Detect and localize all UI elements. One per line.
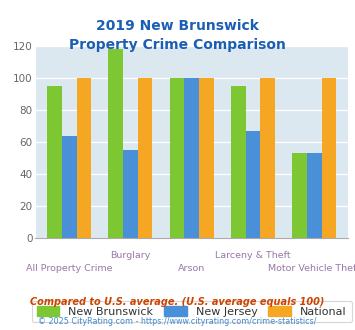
Bar (199, 78, 214, 238)
Text: Compared to U.S. average. (U.S. average equals 100): Compared to U.S. average. (U.S. average … (30, 297, 325, 307)
Bar (260, 78, 275, 238)
Text: Arson: Arson (178, 264, 205, 273)
Bar (123, 150, 138, 238)
Bar (292, 153, 307, 238)
Bar (47, 86, 62, 238)
Legend: New Brunswick, New Jersey, National: New Brunswick, New Jersey, National (32, 301, 352, 322)
Text: Motor Vehicle Theft: Motor Vehicle Theft (268, 264, 355, 273)
Bar (108, 50, 123, 238)
Text: All Property Crime: All Property Crime (26, 264, 113, 273)
Bar (62, 136, 77, 238)
Bar (246, 131, 260, 238)
Bar (170, 78, 184, 238)
Text: Larceny & Theft: Larceny & Theft (215, 251, 291, 260)
Bar (322, 78, 336, 238)
Text: © 2025 CityRating.com - https://www.cityrating.com/crime-statistics/: © 2025 CityRating.com - https://www.city… (38, 317, 317, 326)
Bar (77, 78, 91, 238)
Text: 2019 New Brunswick: 2019 New Brunswick (96, 19, 259, 33)
Text: Property Crime Comparison: Property Crime Comparison (69, 38, 286, 51)
Bar (138, 78, 153, 238)
Bar (231, 86, 246, 238)
Text: Burglary: Burglary (110, 251, 151, 260)
Bar (307, 153, 322, 238)
Bar (184, 78, 199, 238)
